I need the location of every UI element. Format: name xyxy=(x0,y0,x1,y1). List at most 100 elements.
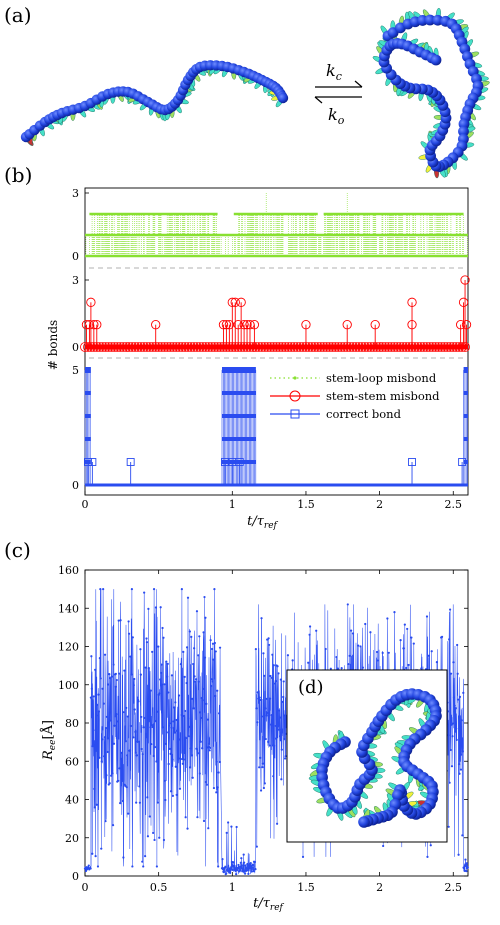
ree-point xyxy=(152,831,155,835)
ree-point xyxy=(178,738,181,741)
ree-point xyxy=(256,691,259,694)
ree-point xyxy=(185,646,189,649)
stem-stem-marker xyxy=(151,320,161,330)
ree-point xyxy=(127,632,131,635)
stem-stem-marker xyxy=(458,297,469,307)
ree-point xyxy=(103,736,106,739)
ree-point xyxy=(278,716,282,719)
ree-point xyxy=(132,736,135,739)
ree-point xyxy=(173,706,176,709)
ree-point xyxy=(241,869,244,873)
ree-point xyxy=(109,719,112,722)
ree-point xyxy=(268,697,272,700)
ree-point xyxy=(233,864,236,868)
ree-point xyxy=(197,680,200,683)
ree-point xyxy=(228,871,232,874)
ree-point xyxy=(97,710,101,713)
ree-point xyxy=(281,700,284,703)
legend-label-stem-stem: stem-stem misbond xyxy=(326,389,440,403)
ree-point xyxy=(452,696,455,699)
c-xlabel: t/τref xyxy=(253,896,284,913)
ree-point xyxy=(90,687,93,690)
ree-point xyxy=(283,714,286,717)
ree-point xyxy=(307,661,310,664)
ree-point xyxy=(161,726,165,729)
ree-point xyxy=(166,662,169,665)
ree-point xyxy=(453,704,456,707)
ree-point xyxy=(192,707,195,710)
ree-point xyxy=(134,751,137,754)
ree-point xyxy=(104,820,107,823)
ree-point xyxy=(163,779,166,782)
ree-point xyxy=(266,638,269,641)
ree-point xyxy=(187,717,190,720)
ree-point xyxy=(129,724,133,728)
ree-point xyxy=(144,855,147,858)
ree-point xyxy=(93,787,96,791)
stem-stem-marker xyxy=(301,320,311,330)
ree-point xyxy=(160,663,163,666)
ree-point xyxy=(124,784,127,788)
ree-point xyxy=(186,596,190,599)
k-close-label: kc xyxy=(326,61,342,83)
stem-stem-marker xyxy=(342,320,352,330)
ree-point xyxy=(143,716,146,720)
ree-point xyxy=(141,860,144,863)
ree-point xyxy=(146,835,150,838)
ree-point xyxy=(284,755,287,758)
stem-stem-marker xyxy=(230,297,240,307)
stem-stem-marker xyxy=(461,320,472,330)
correct-marker xyxy=(235,458,244,466)
ree-point xyxy=(102,755,106,758)
ree-point xyxy=(213,588,216,591)
ree-point xyxy=(457,698,460,701)
ree-point xyxy=(256,721,259,724)
legend-label-stem-loop: stem-loop misbond xyxy=(326,371,437,385)
ree-point xyxy=(146,796,149,799)
ree-point xyxy=(196,816,199,819)
ree-point xyxy=(242,864,245,867)
ree-point xyxy=(246,862,249,866)
ree-point xyxy=(108,782,111,785)
ree-point xyxy=(245,867,249,870)
ree-point xyxy=(308,633,311,636)
ree-point xyxy=(108,673,111,676)
y-tick-label: 160 xyxy=(58,564,79,577)
ree-point xyxy=(269,674,272,678)
ree-point xyxy=(215,791,218,794)
ree-point xyxy=(152,588,156,591)
stem-stem-marker xyxy=(407,320,417,330)
ree-point xyxy=(250,870,253,873)
ree-point xyxy=(263,782,266,785)
ree-point xyxy=(279,735,282,738)
ree-point xyxy=(99,677,102,680)
y-tick-label: 5 xyxy=(72,364,79,377)
ree-point xyxy=(120,776,124,779)
ree-point xyxy=(202,631,205,634)
ree-point xyxy=(273,682,276,685)
ree-point xyxy=(211,680,214,683)
ree-point xyxy=(155,760,158,763)
ree-point xyxy=(212,786,216,790)
legend-item-stem-loop: stem-loop misbond xyxy=(270,371,437,385)
ree-point xyxy=(122,711,125,714)
ree-point xyxy=(191,697,194,700)
ree-point xyxy=(100,760,103,763)
ree-point xyxy=(101,687,104,690)
ree-point xyxy=(156,710,159,713)
ree-point xyxy=(447,825,450,828)
ree-point xyxy=(101,738,104,741)
ree-point xyxy=(225,831,228,834)
ree-point xyxy=(180,588,183,591)
ree-point xyxy=(95,714,99,717)
x-tick-label: 2.5 xyxy=(445,881,463,894)
ree-point xyxy=(168,747,171,751)
ree-point xyxy=(208,742,211,745)
ree-point xyxy=(448,638,451,641)
ree-point xyxy=(242,853,245,856)
ree-point xyxy=(258,696,261,699)
ree-point xyxy=(145,641,149,644)
ree-point xyxy=(252,870,255,873)
y-tick-label: 3 xyxy=(72,187,79,200)
ree-point xyxy=(286,654,290,657)
